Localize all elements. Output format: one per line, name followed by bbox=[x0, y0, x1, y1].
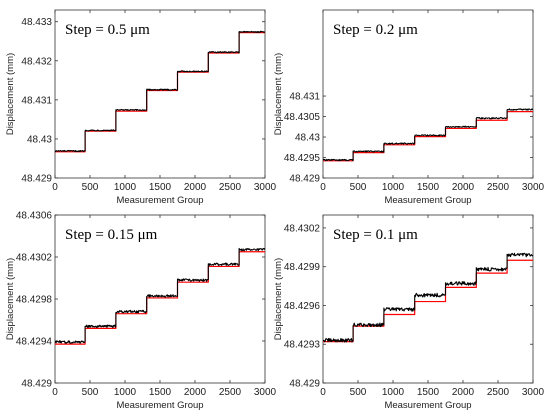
x-tick-label: 0 bbox=[52, 387, 58, 398]
y-tick-label: 48.431 bbox=[21, 95, 52, 106]
y-tick-label: 48.4295 bbox=[284, 153, 321, 164]
y-tick-label: 48.4306 bbox=[16, 211, 53, 222]
y-tick-label: 48.43 bbox=[27, 134, 52, 145]
chart-panel-1: 0 500 1000 1500 2000 2500 3000 48.429 48.43 48.43… bbox=[5, 9, 277, 206]
reference-step-line bbox=[323, 259, 533, 343]
y-tick-label: 48.429 bbox=[21, 174, 52, 185]
x-tick-label: 0 bbox=[320, 387, 326, 398]
x-tick-label: 1500 bbox=[417, 387, 440, 398]
x-tick-label: 0 bbox=[52, 182, 58, 193]
x-tick-label: 1500 bbox=[417, 182, 440, 193]
plot-area bbox=[54, 214, 266, 384]
y-tick-label: 48.429 bbox=[289, 379, 320, 390]
x-tick-label: 500 bbox=[350, 182, 367, 193]
y-axis-label: Displacement (mm) bbox=[5, 53, 16, 135]
step-annotation: Step = 0.5 μm bbox=[65, 22, 150, 38]
y-tick-label: 48.43 bbox=[295, 133, 320, 144]
x-tick-label: 3000 bbox=[254, 387, 277, 398]
y-tick-label: 48.4298 bbox=[16, 295, 53, 306]
x-tick-label: 1000 bbox=[382, 182, 405, 193]
chart-panel-3: 0 500 1000 1500 2000 2500 3000 48.429 48.4294 48.… bbox=[5, 211, 277, 412]
chart-panel-2: 0 500 1000 1500 2000 2500 3000 48.429 48.4295 48.… bbox=[273, 9, 545, 206]
reference-step-line bbox=[55, 251, 265, 345]
x-tick-label: 500 bbox=[350, 387, 367, 398]
measured-series-line bbox=[323, 252, 533, 343]
x-tick-label: 3000 bbox=[254, 182, 277, 193]
y-tick-label: 48.431 bbox=[289, 92, 320, 103]
y-tick-label: 48.433 bbox=[21, 17, 52, 28]
y-tick-label: 48.4305 bbox=[284, 112, 321, 123]
x-tick-label: 3000 bbox=[522, 387, 545, 398]
x-axis-label: Measurement Group bbox=[116, 400, 203, 411]
x-tick-label: 0 bbox=[320, 182, 326, 193]
x-tick-label: 2500 bbox=[219, 387, 242, 398]
measured-series-line bbox=[323, 108, 533, 162]
y-axis-label: Displacement (mm) bbox=[273, 258, 284, 340]
x-tick-label: 1000 bbox=[114, 182, 137, 193]
step-annotation: Step = 0.2 μm bbox=[333, 22, 418, 38]
x-tick-label: 1000 bbox=[114, 387, 137, 398]
y-tick-label: 48.4293 bbox=[284, 340, 321, 351]
x-tick-label: 2000 bbox=[184, 387, 207, 398]
measured-series-line bbox=[55, 247, 265, 344]
y-tick-label: 48.4302 bbox=[16, 253, 53, 264]
x-tick-label: 2000 bbox=[452, 182, 475, 193]
x-axis-label: Measurement Group bbox=[384, 400, 471, 411]
y-tick-label: 48.432 bbox=[21, 56, 52, 67]
x-tick-label: 2000 bbox=[452, 387, 475, 398]
x-tick-label: 1500 bbox=[149, 387, 172, 398]
y-tick-label: 48.429 bbox=[21, 379, 52, 390]
reference-step-line bbox=[323, 111, 533, 162]
x-axis-label: Measurement Group bbox=[116, 195, 203, 206]
x-tick-label: 2500 bbox=[487, 182, 510, 193]
y-tick-label: 48.4302 bbox=[284, 223, 321, 234]
step-annotation: Step = 0.1 μm bbox=[333, 227, 418, 243]
plot-area bbox=[322, 9, 534, 179]
plot-area bbox=[54, 9, 266, 179]
x-tick-label: 500 bbox=[82, 387, 99, 398]
x-tick-label: 500 bbox=[82, 182, 99, 193]
x-axis-label: Measurement Group bbox=[384, 195, 471, 206]
chart-panel-4: 0 500 1000 1500 2000 2500 3000 48.429 48.4293 48.… bbox=[273, 214, 545, 411]
step-annotation: Step = 0.15 μm bbox=[65, 227, 158, 243]
x-tick-label: 1000 bbox=[382, 387, 405, 398]
y-tick-label: 48.4296 bbox=[284, 301, 321, 312]
y-tick-label: 48.4294 bbox=[16, 337, 53, 348]
x-tick-label: 2000 bbox=[184, 182, 207, 193]
y-axis-label: Displacement (mm) bbox=[273, 53, 284, 135]
x-tick-label: 1500 bbox=[149, 182, 172, 193]
y-axis-label: Displacement (mm) bbox=[5, 258, 16, 340]
x-tick-label: 2500 bbox=[487, 387, 510, 398]
measured-series-line bbox=[55, 30, 265, 153]
x-tick-label: 2500 bbox=[219, 182, 242, 193]
y-tick-label: 48.429 bbox=[289, 174, 320, 185]
panels-layer: 0 500 1000 1500 2000 2500 3000 48.429 48.43 48.43… bbox=[5, 9, 545, 412]
x-tick-label: 3000 bbox=[522, 182, 545, 193]
y-tick-label: 48.4299 bbox=[284, 262, 321, 273]
